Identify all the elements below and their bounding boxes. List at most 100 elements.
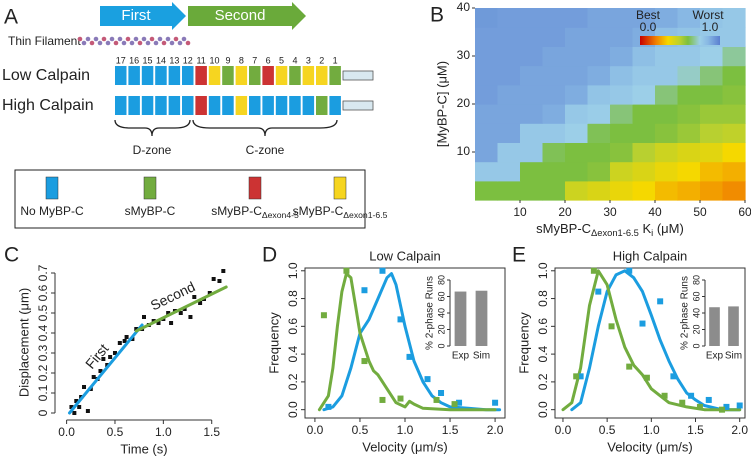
heat-cell xyxy=(497,161,521,182)
filament-label: Thin Filament xyxy=(8,34,81,48)
series-marker xyxy=(397,395,404,402)
heat-cell xyxy=(565,104,589,124)
series-marker xyxy=(705,396,712,403)
x-tick-label: 2.0 xyxy=(731,423,748,437)
series-marker xyxy=(142,315,146,319)
series-marker xyxy=(723,403,730,410)
x-tick-label: 0.0 xyxy=(307,423,324,437)
heat-cell xyxy=(520,84,544,105)
x-axis-label: sMyBP-CΔexon1-6.5 Ki (μM) xyxy=(536,221,684,238)
series-marker xyxy=(719,406,726,413)
y-tick-label: 0.5 xyxy=(36,304,50,321)
series-marker xyxy=(77,405,82,409)
filament-bead xyxy=(129,40,135,46)
filament-bead xyxy=(165,36,171,42)
heat-cell xyxy=(587,84,611,105)
series-marker xyxy=(361,287,368,294)
series-marker xyxy=(379,267,386,274)
series-marker xyxy=(679,399,686,406)
series-marker xyxy=(207,291,212,295)
filament-bead xyxy=(97,40,103,46)
heat-cell xyxy=(475,161,499,182)
bar xyxy=(454,291,467,346)
y-tick-label: 40 xyxy=(457,0,471,14)
row-label: Low Calpain xyxy=(2,67,90,84)
heat-cell xyxy=(677,65,701,86)
y-tick-label: 1.0 xyxy=(286,262,300,279)
series-line xyxy=(134,285,228,333)
heat-cell xyxy=(565,142,589,163)
phase-arrow-label: Second xyxy=(215,7,266,24)
y-tick-label: 0.2 xyxy=(36,364,50,381)
domain-block xyxy=(208,96,221,115)
series-marker xyxy=(192,295,197,299)
domain-number: 15 xyxy=(143,55,153,65)
y-tick-label: 0.2 xyxy=(286,373,300,390)
domain-block xyxy=(329,96,341,115)
domain-block xyxy=(141,96,154,115)
y-tick-label: 20 xyxy=(457,96,471,110)
panel-letter: E xyxy=(512,244,526,267)
x-tick-label: 1.5 xyxy=(442,423,459,437)
heat-cell xyxy=(632,142,656,163)
y-axis-label: Displacement (μm) xyxy=(16,288,31,397)
x-tick-label: Sim xyxy=(725,351,742,362)
heat-cell xyxy=(497,180,521,201)
series-marker xyxy=(590,267,597,274)
c-zone-brace xyxy=(192,119,338,137)
legend-label-part: Δexon4-5 xyxy=(262,210,299,220)
heat-cell xyxy=(497,46,521,67)
domain-number: 9 xyxy=(225,55,230,65)
heat-cell xyxy=(497,65,521,86)
heat-cell xyxy=(497,123,521,143)
series-marker xyxy=(169,321,174,325)
domain-number: 8 xyxy=(239,55,244,65)
series-marker xyxy=(456,399,463,406)
heat-cell xyxy=(565,84,589,105)
legend-label-part: sMyBP-C xyxy=(293,204,344,218)
series-marker xyxy=(577,373,584,380)
series-marker xyxy=(178,311,183,315)
legend-label: sMyBP-CΔexon4-5 xyxy=(211,204,299,220)
y-tick-label: 0.8 xyxy=(536,290,550,307)
heat-cell xyxy=(542,65,566,86)
domain-block xyxy=(182,96,194,115)
heat-cell xyxy=(587,65,611,86)
legend-label-part: No MyBP-C xyxy=(20,204,84,218)
heat-cell xyxy=(475,123,499,143)
heat-cell xyxy=(677,46,701,67)
x-tick-label: 0.5 xyxy=(352,423,369,437)
heat-cell xyxy=(542,104,566,124)
series-marker xyxy=(91,375,96,379)
domain-number: 2 xyxy=(319,55,324,65)
x-tick-label: Exp xyxy=(706,351,724,362)
domain-number: 10 xyxy=(210,55,220,65)
domain-number: 12 xyxy=(183,55,193,65)
series-marker xyxy=(217,279,222,283)
domain-block xyxy=(128,96,140,115)
y-tick-label: 60 xyxy=(436,291,446,301)
domain-block xyxy=(235,66,248,85)
heat-cell xyxy=(587,104,611,124)
domain-number: 13 xyxy=(169,55,179,65)
heat-cell xyxy=(587,161,611,182)
heat-cell xyxy=(655,46,679,67)
colorbar-label: Best xyxy=(636,8,661,22)
domain-block xyxy=(262,66,274,85)
heat-cell xyxy=(520,27,544,47)
y-tick-label: 0.0 xyxy=(536,401,550,418)
heat-cell xyxy=(632,123,656,143)
heat-cell xyxy=(722,65,746,86)
filament-bead xyxy=(181,36,187,42)
x-tick-label: 60 xyxy=(738,205,751,219)
heat-cell xyxy=(475,104,499,124)
y-tick-label: 30 xyxy=(457,48,471,62)
y-axis-label: [MyBP-C] (μM) xyxy=(434,61,449,147)
heat-cell xyxy=(610,65,634,86)
panel-letter: B xyxy=(430,4,444,27)
y-axis-label: Frequency xyxy=(266,312,281,374)
filament-bead xyxy=(121,40,127,46)
heat-cell xyxy=(610,142,634,163)
x-tick-label: 0.5 xyxy=(107,425,124,439)
